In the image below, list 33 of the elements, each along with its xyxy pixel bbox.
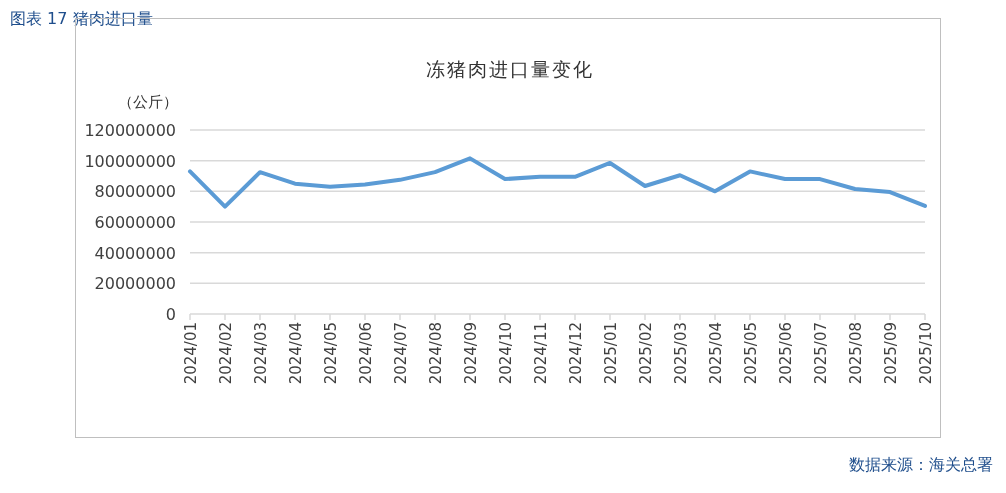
x-tick-label: 2025/10 xyxy=(917,322,935,385)
x-tick-label: 2025/06 xyxy=(777,322,795,385)
y-axis-title: （公斤） xyxy=(118,93,178,111)
x-tick-label: 2024/06 xyxy=(357,322,375,385)
chart-subtitle: 冻猪肉进口量变化 xyxy=(426,58,594,80)
x-tick-label: 2025/03 xyxy=(672,322,690,385)
source-note: 数据来源：海关总署 xyxy=(849,455,993,474)
x-tick-label: 2024/01 xyxy=(182,322,200,385)
x-tick-label: 2024/11 xyxy=(532,322,550,385)
x-tick-label: 2025/05 xyxy=(742,322,760,385)
x-tick-label: 2024/04 xyxy=(287,322,305,385)
x-tick-label: 2025/09 xyxy=(882,322,900,385)
y-tick-label: 40000000 xyxy=(94,243,176,263)
y-tick-label: 20000000 xyxy=(94,274,176,294)
x-tick-label: 2025/04 xyxy=(707,322,725,385)
y-tick-label: 60000000 xyxy=(94,213,176,232)
y-tick-label: 120000000 xyxy=(84,121,176,140)
y-tick-label: 100000000 xyxy=(84,151,176,171)
x-tick-label: 2025/07 xyxy=(812,322,830,385)
x-tick-label: 2025/01 xyxy=(602,322,620,385)
y-tick-label: 80000000 xyxy=(94,182,176,202)
x-tick-label: 2024/09 xyxy=(462,322,480,385)
x-tick-label: 2024/03 xyxy=(252,322,270,385)
x-tick-label: 2024/12 xyxy=(567,322,585,385)
x-tick-label: 2025/08 xyxy=(847,322,865,385)
y-tick-label: 0 xyxy=(165,305,176,324)
x-tick-label: 2024/10 xyxy=(497,322,515,385)
x-tick-label: 2024/05 xyxy=(322,322,340,385)
x-tick-label: 2024/02 xyxy=(217,322,235,385)
line-series xyxy=(188,156,927,209)
x-tick-label: 2024/07 xyxy=(392,322,410,385)
x-tick-label: 2025/02 xyxy=(637,322,655,385)
x-tick-label: 2024/08 xyxy=(427,322,445,385)
